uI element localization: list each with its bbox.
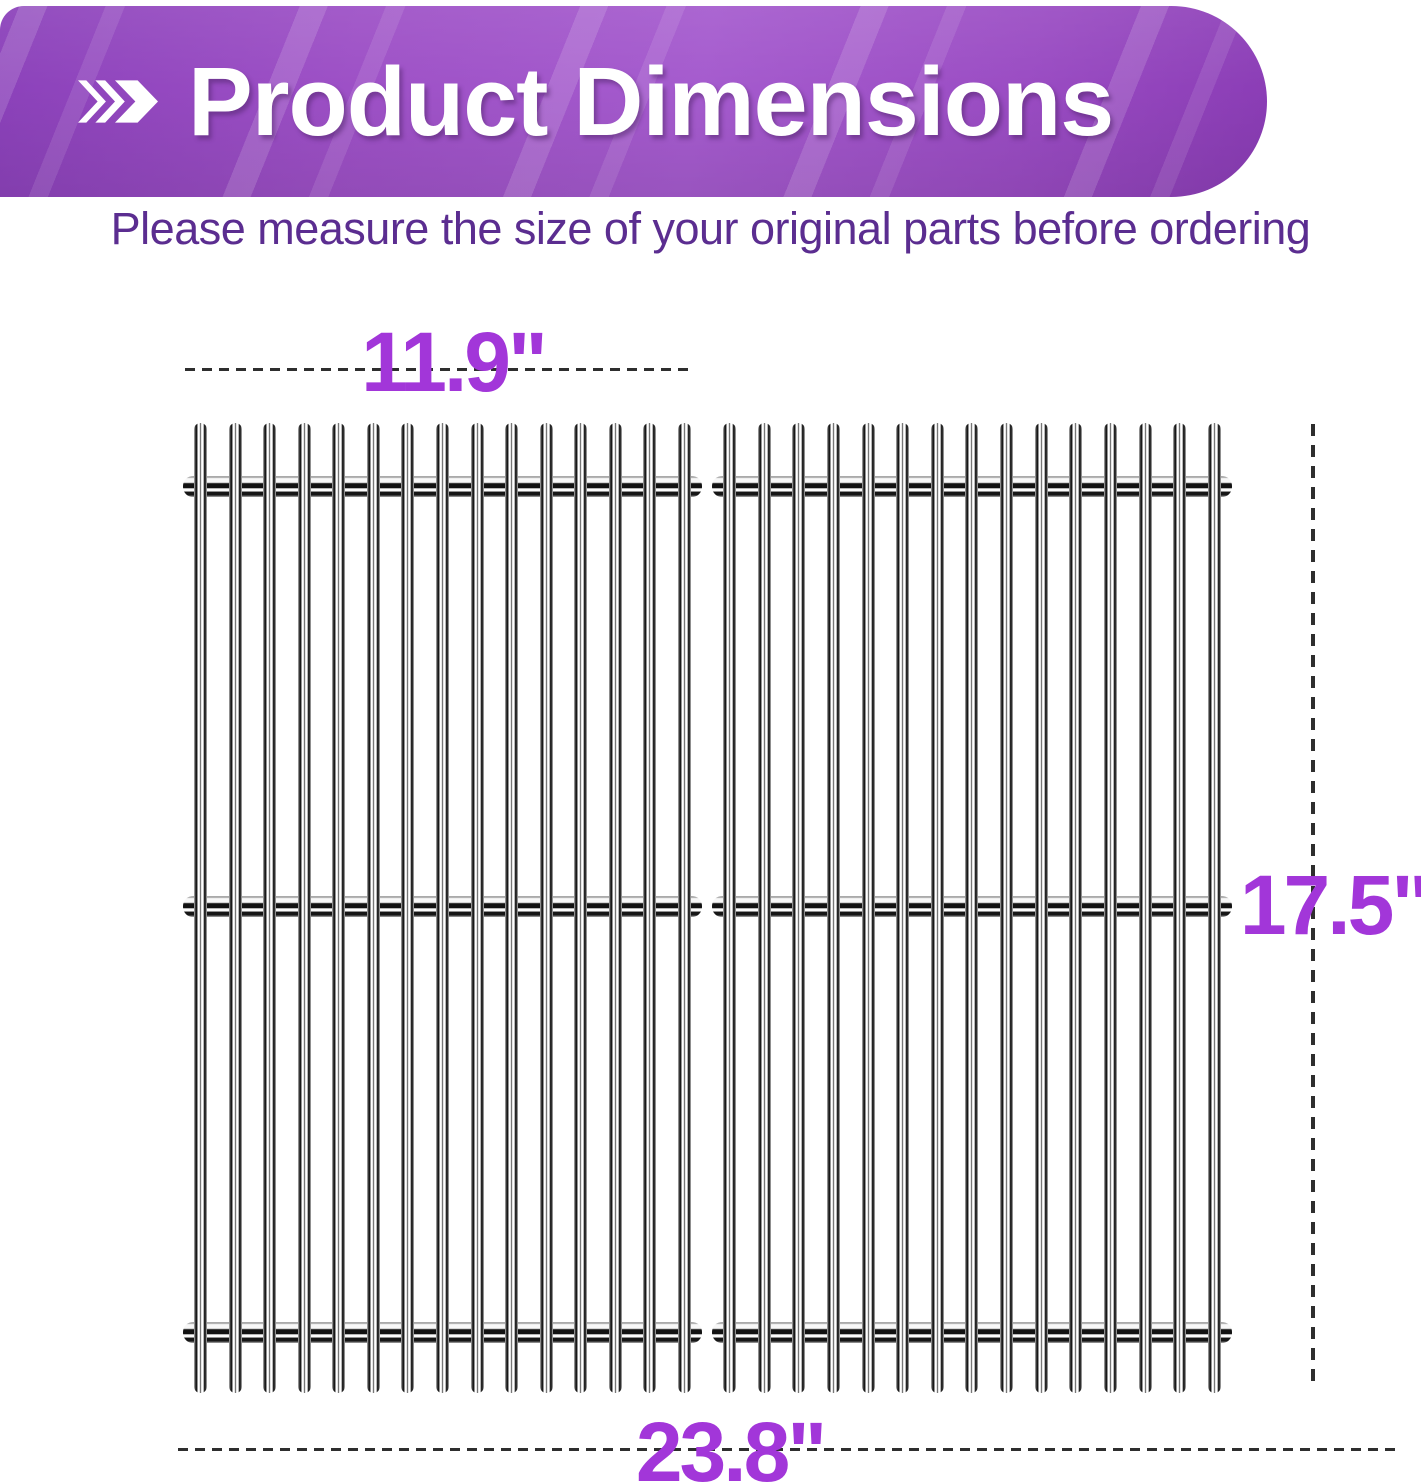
grate-rod — [757, 423, 771, 1393]
grate-rod — [332, 423, 346, 1393]
grate-rod — [965, 423, 979, 1393]
grill-grate-right — [712, 423, 1232, 1393]
grate-rod — [435, 423, 449, 1393]
grate-rod — [228, 423, 242, 1393]
grate-rod — [194, 423, 207, 1393]
grate-rod — [366, 423, 380, 1393]
dimension-line-height — [1311, 424, 1315, 1390]
grate-height-label: 17.5" — [1239, 858, 1421, 952]
grate-rod — [643, 423, 657, 1393]
grate-rod — [1138, 423, 1152, 1393]
chevrons-right-icon — [78, 80, 158, 123]
grate-rod — [263, 423, 277, 1393]
grate-rod — [1104, 423, 1118, 1393]
subtitle-text: Please measure the size of your original… — [110, 203, 1311, 254]
grate-rod — [1207, 423, 1221, 1393]
grate-width-label: 11.9" — [361, 315, 548, 409]
grate-rod — [677, 423, 691, 1393]
grate-rod — [792, 423, 806, 1393]
grill-grate-left — [183, 423, 702, 1393]
page-title: Product Dimensions — [188, 47, 1114, 156]
grate-rod — [1173, 423, 1187, 1393]
header-banner: Product Dimensions — [0, 6, 1267, 197]
total-width-label: 23.8" — [635, 1405, 827, 1484]
grate-rod — [1069, 423, 1083, 1393]
grate-rod — [470, 423, 484, 1393]
grate-rod — [608, 423, 622, 1393]
grate-rod — [826, 423, 840, 1393]
grate-rods — [183, 423, 702, 1393]
grate-rod — [297, 423, 311, 1393]
grate-rod — [1034, 423, 1048, 1393]
grate-rod — [896, 423, 910, 1393]
header-content: Product Dimensions — [0, 6, 1267, 197]
dimension-line-grate-width — [185, 368, 695, 371]
grate-rod — [539, 423, 553, 1393]
grate-rod — [930, 423, 944, 1393]
dimension-line-total-width — [178, 1448, 1395, 1451]
grate-rod — [574, 423, 588, 1393]
grate-rod — [505, 423, 519, 1393]
grate-rod — [1000, 423, 1014, 1393]
grate-rod — [723, 423, 736, 1393]
grate-rod — [401, 423, 415, 1393]
grate-rods — [712, 423, 1232, 1393]
grate-rod — [861, 423, 875, 1393]
